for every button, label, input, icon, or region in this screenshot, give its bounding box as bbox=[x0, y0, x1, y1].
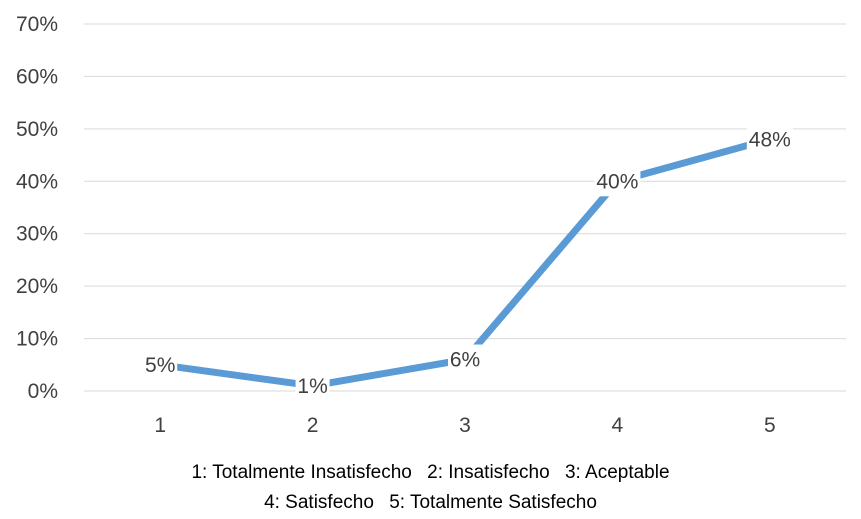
data-label: 48% bbox=[749, 128, 791, 151]
legend-entry-2: 2: Insatisfecho bbox=[427, 462, 550, 483]
x-axis-ticks: 1 2 3 4 5 bbox=[154, 414, 775, 437]
x-tick-label: 3 bbox=[459, 414, 471, 437]
legend-row-2: 4: Satisfecho 5: Totalmente Satisfecho bbox=[0, 492, 861, 514]
x-tick-label: 4 bbox=[612, 414, 624, 437]
x-tick-label: 2 bbox=[307, 414, 319, 437]
y-tick-label: 40% bbox=[16, 170, 58, 193]
y-tick-label: 0% bbox=[28, 380, 58, 403]
data-label-background bbox=[295, 370, 330, 401]
data-label-background bbox=[594, 166, 641, 197]
y-tick-label: 70% bbox=[16, 13, 58, 36]
x-tick-label: 1 bbox=[154, 414, 166, 437]
legend-entry-3: 3: Aceptable bbox=[564, 462, 670, 483]
legend-row-1: 1: Totalmente Insatisfecho 2: Insatisfec… bbox=[0, 462, 861, 484]
y-tick-label: 20% bbox=[16, 275, 58, 298]
line-chart: 0% 10% 20% 30% 40% 50% 60% 70% 1 2 3 4 5 5% 1% 6% 40% 4… bbox=[16, 13, 846, 437]
data-label: 40% bbox=[596, 170, 638, 193]
data-label: 6% bbox=[450, 349, 480, 372]
gridlines bbox=[84, 23, 846, 392]
y-tick-label: 60% bbox=[16, 65, 58, 88]
legend-entry-1: 1: Totalmente Insatisfecho bbox=[191, 462, 412, 483]
y-tick-label: 30% bbox=[16, 223, 58, 246]
data-labels: 5% 1% 6% 40% 48% bbox=[143, 124, 793, 401]
y-axis-ticks: 0% 10% 20% 30% 40% 50% 60% 70% bbox=[16, 13, 58, 403]
legend-entry-4: 4: Satisfecho bbox=[264, 492, 374, 513]
y-tick-label: 50% bbox=[16, 118, 58, 141]
data-label: 5% bbox=[145, 354, 175, 377]
legend-entry-5: 5: Totalmente Satisfecho bbox=[389, 492, 597, 513]
data-label-background bbox=[448, 344, 482, 375]
y-tick-label: 10% bbox=[16, 328, 58, 351]
data-label-background bbox=[143, 349, 178, 380]
x-tick-label: 5 bbox=[764, 414, 776, 437]
data-label-background bbox=[746, 124, 793, 155]
data-label: 1% bbox=[297, 375, 327, 398]
